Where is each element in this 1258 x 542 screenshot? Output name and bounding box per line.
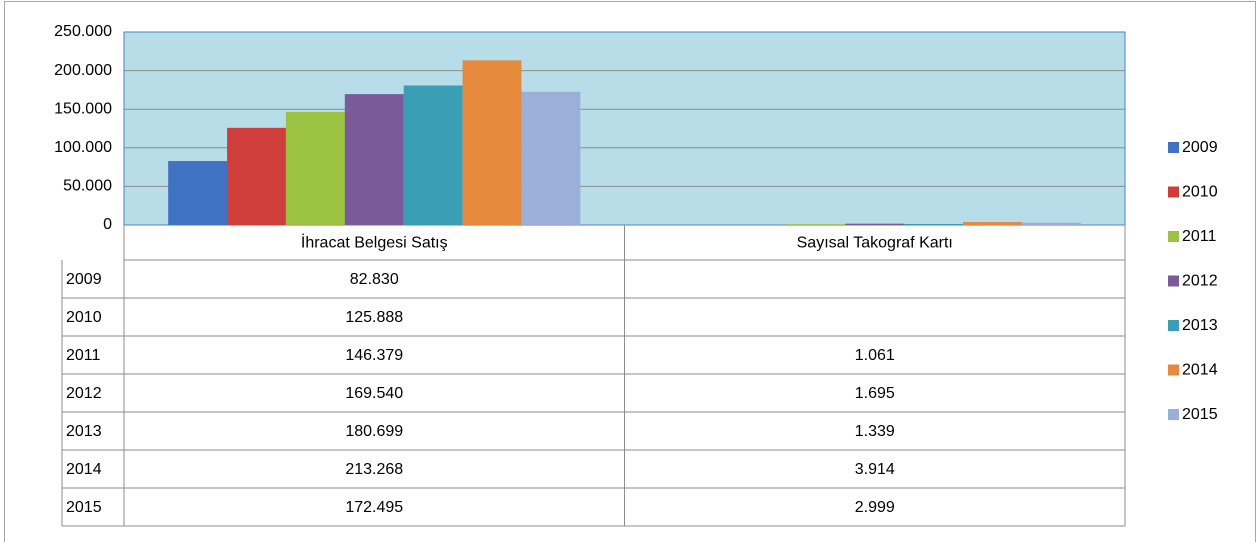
legend-swatch (1168, 142, 1179, 153)
category-label: İhracat Belgesi Satış (301, 233, 448, 252)
y-tick-label: 50.000 (63, 178, 112, 195)
data-label: 213.268 (345, 461, 403, 478)
bar (344, 94, 404, 226)
bar (285, 111, 345, 225)
legend-label: 2013 (1182, 317, 1218, 334)
data-label: 1.339 (855, 423, 895, 440)
bar (1021, 222, 1081, 225)
y-tick-label: 0 (103, 216, 112, 233)
bar (227, 127, 286, 225)
table-row-label: 2012 (66, 385, 102, 402)
chart-border (4, 1, 1256, 542)
legend-label: 2011 (1182, 228, 1217, 245)
bar (168, 161, 228, 225)
data-label: 82.830 (350, 271, 399, 288)
table-row-label: 2013 (66, 423, 102, 440)
table-row-label: 2011 (66, 347, 101, 364)
legend-label: 2010 (1182, 184, 1218, 201)
legend-label: 2012 (1182, 273, 1218, 290)
legend-label: 2014 (1182, 362, 1218, 379)
category-label: Sayısal Takograf Kartı (797, 235, 953, 252)
y-tick-label: 250.000 (54, 23, 112, 40)
data-label: 2.999 (855, 499, 895, 516)
table-row-label: 2014 (66, 461, 102, 478)
bar (845, 223, 905, 225)
legend-swatch (1168, 409, 1179, 420)
y-tick-label: 200.000 (54, 62, 112, 79)
bar (403, 85, 463, 226)
bar (904, 223, 964, 225)
legend-swatch (1168, 320, 1179, 331)
y-tick-label: 100.000 (54, 139, 112, 156)
data-label: 180.699 (345, 423, 403, 440)
legend-swatch (1168, 186, 1179, 198)
bar (786, 224, 846, 225)
data-label: 172.495 (345, 499, 403, 516)
data-label: 146.379 (345, 347, 403, 364)
y-tick-label: 150.000 (54, 100, 112, 117)
data-label: 1.061 (855, 347, 895, 364)
table-row-label: 2015 (66, 499, 102, 516)
data-label: 1.695 (855, 385, 895, 402)
table-row-label: 2009 (66, 271, 102, 288)
table-row-label: 2010 (66, 309, 102, 326)
legend-swatch (1168, 231, 1179, 242)
data-label: 125.888 (345, 309, 403, 326)
legend-swatch (1168, 275, 1179, 287)
bar (462, 60, 522, 226)
legend-swatch (1168, 364, 1179, 376)
legend-label: 2009 (1182, 139, 1218, 156)
legend-label: 2015 (1182, 406, 1218, 423)
bar (963, 221, 1022, 225)
bar (521, 91, 581, 225)
data-label: 169.540 (345, 385, 403, 402)
data-label: 3.914 (855, 461, 895, 478)
